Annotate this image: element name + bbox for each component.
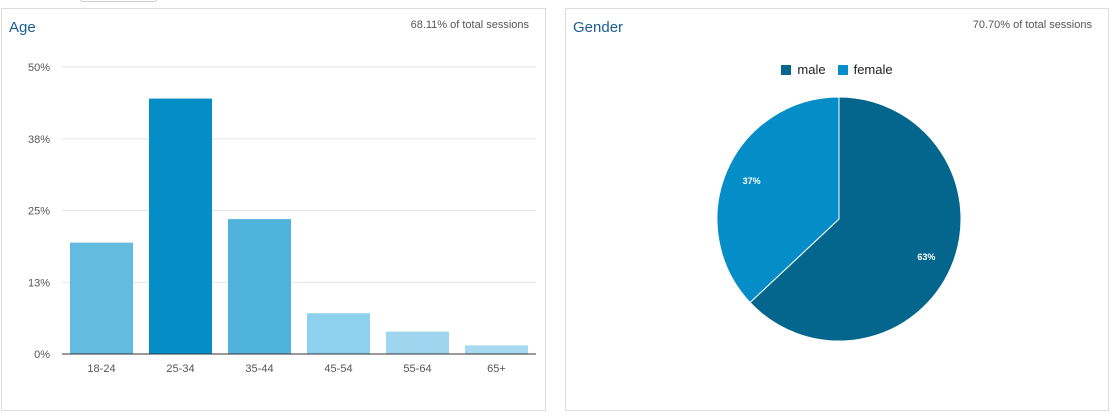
age-bar-35-44[interactable] <box>228 219 291 354</box>
legend-swatch <box>781 64 792 75</box>
age-y-tick-label: 13% <box>28 277 50 289</box>
age-y-tick-label: 0% <box>34 349 50 361</box>
age-x-tick-label: 25-34 <box>166 363 194 375</box>
gender-legend: male female <box>566 62 1108 77</box>
gender-card-title: Gender <box>573 19 624 36</box>
age-bar-18-24[interactable] <box>70 242 133 354</box>
age-x-tick-label: 55-64 <box>403 363 431 375</box>
gender-card-share: 70.70% of total sessions <box>972 19 1092 31</box>
age-bar-65+[interactable] <box>465 345 528 354</box>
gender-pie-chart: 63% 37% <box>716 96 962 342</box>
age-bar-45-54[interactable] <box>307 313 370 354</box>
pie-slice-male[interactable] <box>749 96 962 342</box>
gender-card: Gender 70.70% of total sessions male fema… <box>565 8 1109 411</box>
age-x-tick-label: 35-44 <box>245 363 273 375</box>
age-y-tick-label: 25% <box>28 206 50 218</box>
top-tab[interactable] <box>80 0 157 2</box>
age-y-tick-label: 50% <box>28 62 50 74</box>
legend-item-female[interactable]: female <box>837 62 893 77</box>
age-card-share: 68.11% of total sessions <box>410 19 529 31</box>
legend-item-male[interactable]: male <box>781 62 826 77</box>
age-x-tick-label: 65+ <box>487 363 506 375</box>
age-card: Age 68.11% of total sessions 0% 13% 25% 38%… <box>1 8 546 411</box>
age-bar-chart: 0% 13% 25% 38% 50% 18-24 25-34 35-44 45-54 55-64 6… <box>28 62 536 375</box>
pie-slice-label: 63% <box>917 252 935 262</box>
age-x-tick-label: 45-54 <box>324 363 352 375</box>
age-bar-25-34[interactable] <box>149 98 212 354</box>
age-y-tick-label: 38% <box>28 134 50 146</box>
age-bar-55-64[interactable] <box>386 331 449 354</box>
legend-swatch <box>837 64 848 75</box>
age-card-title: Age <box>9 19 36 36</box>
pie-slice-female[interactable] <box>716 96 840 304</box>
age-x-tick-label: 18-24 <box>87 363 115 375</box>
pie-slice-label: 37% <box>743 176 761 186</box>
legend-label: female <box>853 62 893 77</box>
legend-label: male <box>797 62 826 77</box>
